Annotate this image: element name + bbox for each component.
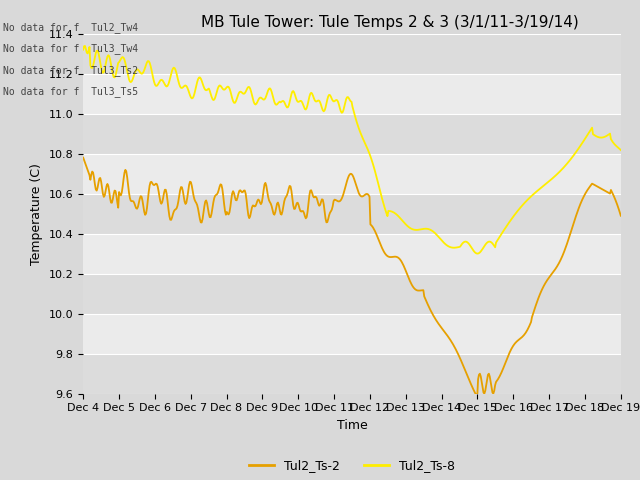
- Tul2_Ts-8: [323, 96, 331, 102]
- Bar: [83, 73, 621, 114]
- Tul2_Ts-8: [474, 251, 481, 256]
- Text: No data for f  Tul3_Ts2: No data for f Tul3_Ts2: [3, 65, 138, 76]
- Tul2_Ts-8: [617, 147, 625, 153]
- Bar: [83, 114, 621, 154]
- Tul2_Ts-2: [474, 394, 481, 400]
- Tul2_Ts-2: [79, 155, 87, 160]
- Tul2_Ts-8: [81, 43, 89, 49]
- Line: Tul2_Ts-8: Tul2_Ts-8: [83, 46, 621, 253]
- Tul2_Ts-8: [439, 239, 447, 245]
- Tul2_Ts-2: [438, 326, 446, 332]
- Tul2_Ts-8: [486, 239, 493, 244]
- Tul2_Ts-8: [397, 216, 404, 222]
- Bar: [83, 234, 621, 274]
- Tul2_Ts-2: [323, 219, 330, 225]
- Tul2_Ts-8: [218, 85, 226, 91]
- Bar: [83, 34, 621, 73]
- Tul2_Ts-2: [175, 199, 182, 204]
- Tul2_Ts-8: [79, 47, 87, 52]
- Bar: [83, 193, 621, 234]
- Tul2_Ts-2: [617, 213, 625, 218]
- Tul2_Ts-2: [396, 256, 404, 262]
- Line: Tul2_Ts-2: Tul2_Ts-2: [83, 157, 621, 397]
- Bar: [83, 313, 621, 354]
- Legend: Tul2_Ts-2, Tul2_Ts-8: Tul2_Ts-2, Tul2_Ts-8: [244, 455, 460, 477]
- Text: No data for f  Tul2_Tw4: No data for f Tul2_Tw4: [3, 22, 138, 33]
- Tul2_Ts-2: [218, 182, 225, 188]
- Y-axis label: Temperature (C): Temperature (C): [30, 163, 43, 264]
- Text: No data for f  Tul3_Tw4: No data for f Tul3_Tw4: [3, 43, 138, 54]
- Bar: [83, 154, 621, 193]
- Bar: [83, 274, 621, 313]
- X-axis label: Time: Time: [337, 419, 367, 432]
- Bar: [83, 354, 621, 394]
- Title: MB Tule Tower: Tule Temps 2 & 3 (3/1/11-3/19/14): MB Tule Tower: Tule Temps 2 & 3 (3/1/11-…: [201, 15, 579, 30]
- Tul2_Ts-8: [175, 81, 183, 87]
- Tul2_Ts-2: [485, 371, 493, 377]
- Text: No data for f  Tul3_Ts5: No data for f Tul3_Ts5: [3, 86, 138, 97]
